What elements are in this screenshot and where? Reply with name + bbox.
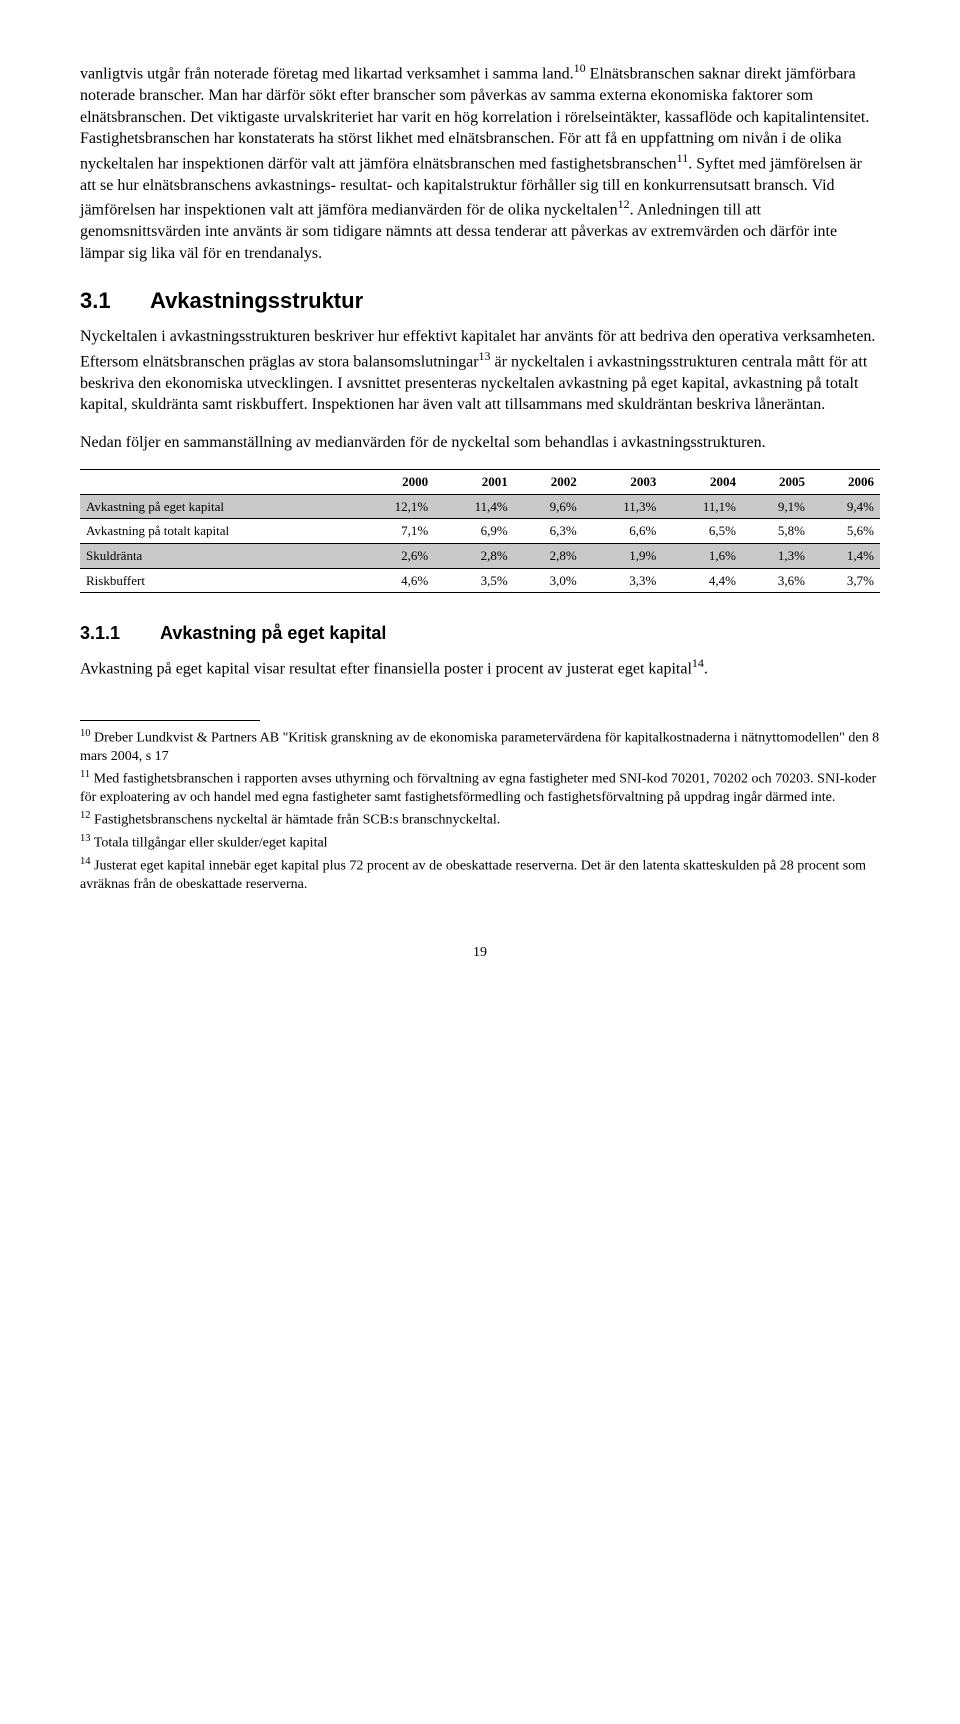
section-heading-3-1: 3.1Avkastningsstruktur [80, 286, 880, 316]
table-header-year: 2000 [354, 470, 434, 495]
paragraph-avkastning-intro: Nyckeltalen i avkastningsstrukturen besk… [80, 326, 880, 416]
page-number: 19 [80, 944, 880, 963]
row-label: Avkastning på totalt kapital [80, 519, 354, 544]
table-row: Riskbuffert4,6%3,5%3,0%3,3%4,4%3,6%3,7% [80, 568, 880, 593]
row-value: 1,6% [662, 543, 742, 568]
footnote-14: 14 Justerat eget kapital innebär eget ka… [80, 855, 880, 894]
median-values-table: 2000 2001 2002 2003 2004 2005 2006 Avkas… [80, 469, 880, 593]
row-value: 2,8% [514, 543, 583, 568]
row-value: 3,5% [434, 568, 514, 593]
footnote-num: 11 [80, 769, 90, 780]
row-label: Skuldränta [80, 543, 354, 568]
text: . [704, 661, 708, 678]
footnote-13: 13 Totala tillgångar eller skulder/eget … [80, 832, 880, 853]
row-value: 6,9% [434, 519, 514, 544]
table-header-year: 2004 [662, 470, 742, 495]
table-row: Avkastning på eget kapital12,1%11,4%9,6%… [80, 494, 880, 519]
table-header-row: 2000 2001 2002 2003 2004 2005 2006 [80, 470, 880, 495]
paragraph-eget-kapital: Avkastning på eget kapital visar resulta… [80, 655, 880, 680]
row-value: 6,5% [662, 519, 742, 544]
row-value: 4,4% [662, 568, 742, 593]
row-value: 11,1% [662, 494, 742, 519]
footnote-ref-11: 11 [677, 151, 689, 165]
row-value: 3,6% [742, 568, 811, 593]
footnote-num: 12 [80, 810, 91, 821]
table-row: Avkastning på totalt kapital7,1%6,9%6,3%… [80, 519, 880, 544]
row-value: 7,1% [354, 519, 434, 544]
row-label: Riskbuffert [80, 568, 354, 593]
subsection-heading-3-1-1: 3.1.1Avkastning på eget kapital [80, 621, 880, 645]
row-value: 1,9% [583, 543, 663, 568]
text: vanligtvis utgår från noterade företag m… [80, 65, 574, 82]
row-value: 2,6% [354, 543, 434, 568]
row-value: 1,3% [742, 543, 811, 568]
table-header-year: 2006 [811, 470, 880, 495]
row-value: 3,0% [514, 568, 583, 593]
footnotes-block: 10 Dreber Lundkvist & Partners AB "Kriti… [80, 727, 880, 894]
table-header-year: 2003 [583, 470, 663, 495]
row-value: 6,3% [514, 519, 583, 544]
paragraph-table-intro: Nedan följer en sammanställning av media… [80, 432, 880, 454]
row-label: Avkastning på eget kapital [80, 494, 354, 519]
subsection-number: 3.1.1 [80, 621, 160, 645]
text: Avkastning på eget kapital visar resulta… [80, 661, 692, 678]
row-value: 5,8% [742, 519, 811, 544]
row-value: 9,4% [811, 494, 880, 519]
table-header-blank [80, 470, 354, 495]
footnote-num: 10 [80, 728, 91, 739]
row-value: 5,6% [811, 519, 880, 544]
footnote-text: Totala tillgångar eller skulder/eget kap… [91, 836, 328, 851]
footnote-ref-10: 10 [574, 61, 586, 75]
footnote-text: Med fastighetsbranschen i rapporten avse… [80, 772, 876, 805]
section-number: 3.1 [80, 286, 150, 316]
row-value: 3,7% [811, 568, 880, 593]
row-value: 11,3% [583, 494, 663, 519]
footnote-text: Dreber Lundkvist & Partners AB "Kritisk … [80, 731, 879, 764]
table-row: Skuldränta2,6%2,8%2,8%1,9%1,6%1,3%1,4% [80, 543, 880, 568]
subsection-title: Avkastning på eget kapital [160, 623, 386, 643]
paragraph-intro: vanligtvis utgår från noterade företag m… [80, 60, 880, 264]
footnote-ref-14: 14 [692, 656, 704, 670]
footnote-text: Fastighetsbranschens nyckeltal är hämtad… [91, 813, 501, 828]
table-header-year: 2001 [434, 470, 514, 495]
footnote-ref-13: 13 [479, 349, 491, 363]
footnote-separator [80, 720, 260, 721]
row-value: 1,4% [811, 543, 880, 568]
row-value: 2,8% [434, 543, 514, 568]
row-value: 4,6% [354, 568, 434, 593]
row-value: 11,4% [434, 494, 514, 519]
footnote-10: 10 Dreber Lundkvist & Partners AB "Kriti… [80, 727, 880, 766]
row-value: 9,6% [514, 494, 583, 519]
table-header-year: 2002 [514, 470, 583, 495]
row-value: 3,3% [583, 568, 663, 593]
footnote-num: 13 [80, 833, 91, 844]
footnote-text: Justerat eget kapital innebär eget kapit… [80, 859, 866, 892]
footnote-ref-12: 12 [618, 197, 630, 211]
section-title: Avkastningsstruktur [150, 288, 363, 313]
table-header-year: 2005 [742, 470, 811, 495]
row-value: 6,6% [583, 519, 663, 544]
footnote-12: 12 Fastighetsbranschens nyckeltal är häm… [80, 809, 880, 830]
footnote-11: 11 Med fastighetsbranschen i rapporten a… [80, 768, 880, 807]
row-value: 12,1% [354, 494, 434, 519]
footnote-num: 14 [80, 856, 91, 867]
row-value: 9,1% [742, 494, 811, 519]
